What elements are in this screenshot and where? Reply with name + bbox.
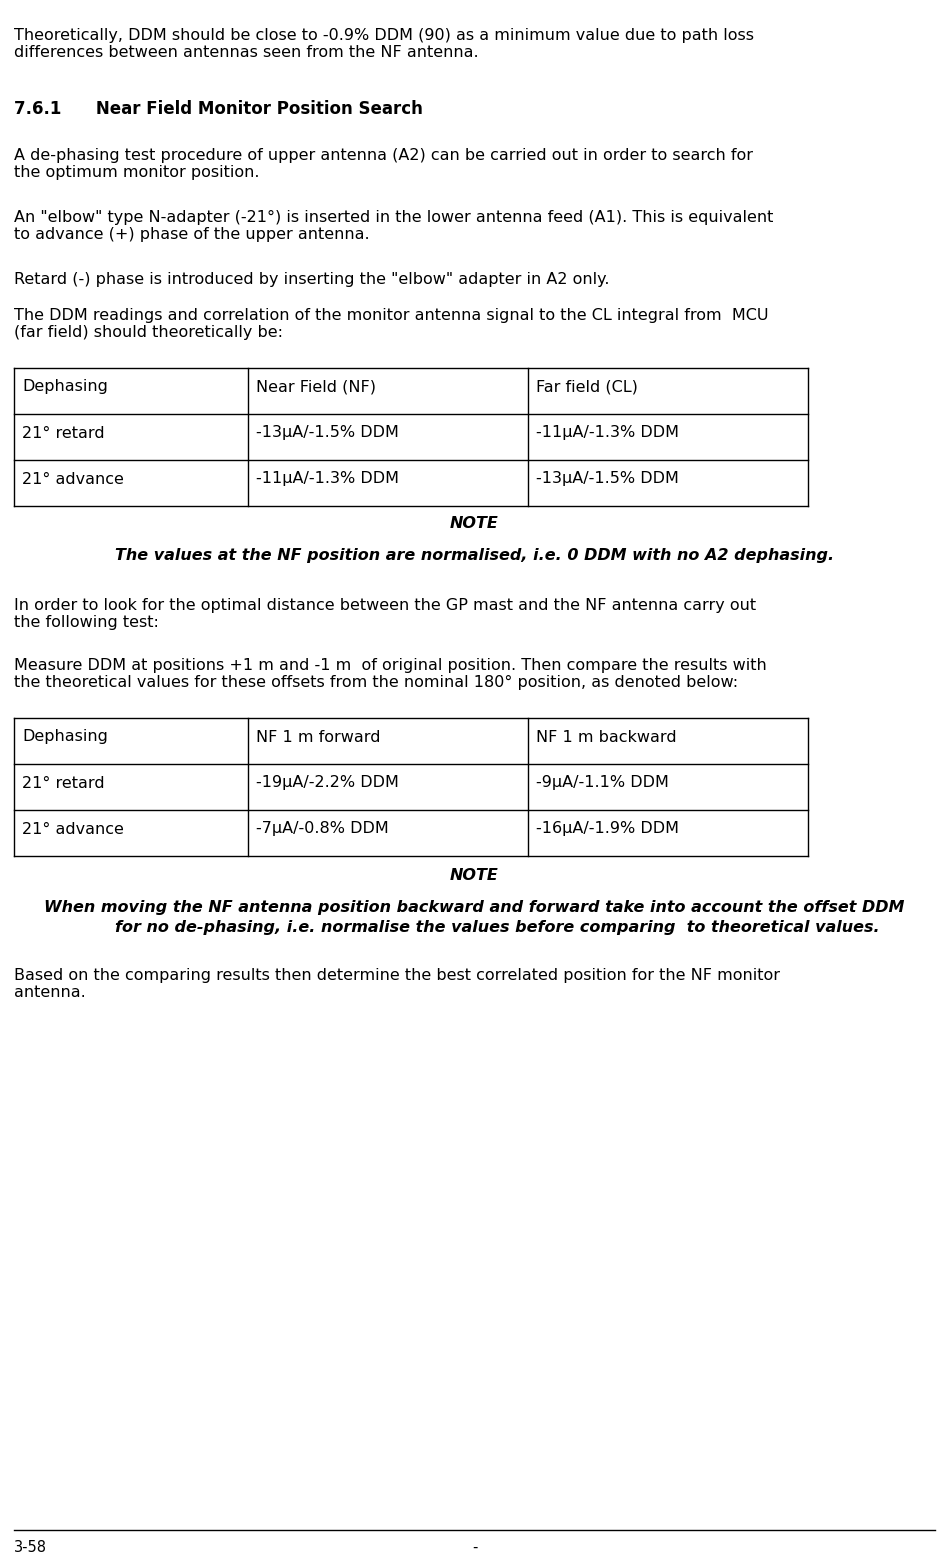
Text: -: - <box>472 1541 477 1555</box>
Text: 3-58: 3-58 <box>14 1541 47 1555</box>
Text: -11μA/-1.3% DDM: -11μA/-1.3% DDM <box>536 425 679 441</box>
Text: -19μA/-2.2% DDM: -19μA/-2.2% DDM <box>256 776 399 790</box>
Text: Theoretically, DDM should be close to -0.9% DDM (90) as a minimum value due to p: Theoretically, DDM should be close to -0… <box>14 28 754 61</box>
Text: 21° retard: 21° retard <box>22 425 104 441</box>
Text: for no de-phasing, i.e. normalise the values before comparing  to theoretical va: for no de-phasing, i.e. normalise the va… <box>69 920 880 935</box>
Text: 21° advance: 21° advance <box>22 471 124 486</box>
Text: Dephasing: Dephasing <box>22 380 108 394</box>
Text: NF 1 m forward: NF 1 m forward <box>256 729 381 744</box>
Text: Dephasing: Dephasing <box>22 729 108 744</box>
Text: In order to look for the optimal distance between the GP mast and the NF antenna: In order to look for the optimal distanc… <box>14 597 756 630</box>
Text: -9μA/-1.1% DDM: -9μA/-1.1% DDM <box>536 776 669 790</box>
Text: -13μA/-1.5% DDM: -13μA/-1.5% DDM <box>256 425 399 441</box>
Text: An "elbow" type N-adapter (-21°) is inserted in the lower antenna feed (A1). Thi: An "elbow" type N-adapter (-21°) is inse… <box>14 210 773 242</box>
Text: 7.6.1      Near Field Monitor Position Search: 7.6.1 Near Field Monitor Position Search <box>14 100 423 117</box>
Text: Far field (CL): Far field (CL) <box>536 380 638 394</box>
Text: Near Field (NF): Near Field (NF) <box>256 380 376 394</box>
Text: NOTE: NOTE <box>450 868 499 884</box>
Text: -16μA/-1.9% DDM: -16μA/-1.9% DDM <box>536 821 679 837</box>
Text: A de-phasing test procedure of upper antenna (A2) can be carried out in order to: A de-phasing test procedure of upper ant… <box>14 149 753 180</box>
Text: 21° advance: 21° advance <box>22 821 124 837</box>
Text: NOTE: NOTE <box>450 516 499 532</box>
Text: When moving the NF antenna position backward and forward take into account the o: When moving the NF antenna position back… <box>45 899 904 915</box>
Text: -13μA/-1.5% DDM: -13μA/-1.5% DDM <box>536 471 679 486</box>
Text: Retard (-) phase is introduced by inserting the "elbow" adapter in A2 only.: Retard (-) phase is introduced by insert… <box>14 272 609 288</box>
Text: -7μA/-0.8% DDM: -7μA/-0.8% DDM <box>256 821 389 837</box>
Text: The DDM readings and correlation of the monitor antenna signal to the CL integra: The DDM readings and correlation of the … <box>14 308 769 341</box>
Text: NF 1 m backward: NF 1 m backward <box>536 729 677 744</box>
Text: Based on the comparing results then determine the best correlated position for t: Based on the comparing results then dete… <box>14 968 780 1001</box>
Text: 21° retard: 21° retard <box>22 776 104 790</box>
Text: The values at the NF position are normalised, i.e. 0 DDM with no A2 dephasing.: The values at the NF position are normal… <box>115 547 834 563</box>
Text: -11μA/-1.3% DDM: -11μA/-1.3% DDM <box>256 471 399 486</box>
Text: Measure DDM at positions +1 m and -1 m  of original position. Then compare the r: Measure DDM at positions +1 m and -1 m o… <box>14 658 767 690</box>
